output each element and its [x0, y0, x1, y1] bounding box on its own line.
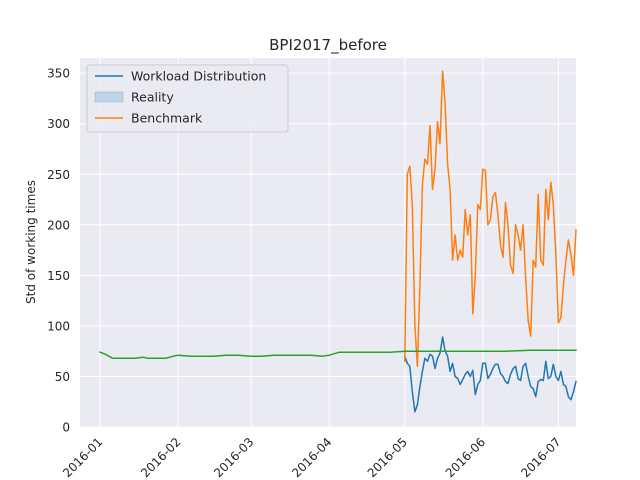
series-line-workload-distribution [403, 336, 577, 413]
chart-title: BPI2017_before [269, 36, 387, 55]
series-line-green [99, 349, 577, 360]
y-tick-label: 0 [62, 421, 70, 435]
x-tick-label: 2016-05 [365, 435, 410, 480]
y-tick-label: 250 [47, 168, 70, 182]
y-tick-label: 350 [47, 67, 70, 81]
x-tick-label: 2016-04 [289, 435, 334, 480]
series-lines [99, 70, 577, 413]
series-line-benchmark [404, 70, 577, 368]
legend-label-benchmark: Benchmark [131, 111, 203, 126]
legend-label-reality: Reality [131, 90, 174, 105]
y-tick-label: 50 [55, 370, 70, 384]
legend: Workload Distribution Reality Benchmark [86, 64, 289, 133]
x-tick-label: 2016-07 [518, 435, 563, 480]
y-tick-label: 300 [47, 117, 70, 131]
x-tick-label: 2016-06 [443, 435, 488, 480]
y-tick-label: 150 [47, 269, 70, 283]
x-tick-label: 2016-02 [138, 435, 183, 480]
y-axis-ticks: 0 50 100 150 200 250 300 350 [47, 67, 70, 435]
legend-swatch-reality [94, 91, 124, 103]
y-axis-label: Std of working times [24, 180, 38, 304]
legend-box [86, 64, 289, 133]
y-tick-label: 100 [47, 319, 70, 333]
legend-label-workload-distribution: Workload Distribution [131, 69, 266, 84]
x-tick-label: 2016-01 [60, 435, 105, 480]
x-axis-ticks: 2016-01 2016-02 2016-03 2016-04 2016-05 2016-… [60, 435, 564, 480]
x-tick-label: 2016-03 [211, 435, 256, 480]
y-tick-label: 200 [47, 218, 70, 232]
